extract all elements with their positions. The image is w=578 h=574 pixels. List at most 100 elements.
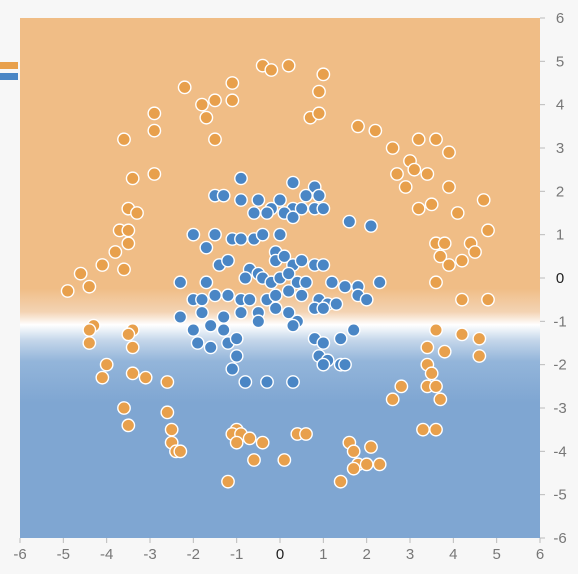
x-tick-label: 0 bbox=[276, 546, 284, 563]
orange-point bbox=[195, 97, 209, 112]
orange-point bbox=[177, 80, 192, 95]
orange-point bbox=[433, 249, 448, 264]
orange-point bbox=[164, 422, 179, 437]
orange-point bbox=[429, 323, 443, 337]
orange-point bbox=[424, 197, 439, 212]
x-tick-label: -4 bbox=[100, 546, 113, 563]
legend-orange-swatch bbox=[0, 62, 14, 69]
orange-point bbox=[60, 284, 75, 298]
blue-point bbox=[286, 175, 300, 190]
blue-point bbox=[173, 275, 188, 290]
y-tick-label: 4 bbox=[556, 97, 564, 114]
x-tick-label: 2 bbox=[362, 546, 370, 563]
orange-point bbox=[147, 106, 162, 121]
orange-point bbox=[416, 422, 430, 437]
orange-point bbox=[359, 457, 374, 472]
legend-orange-swatch-tick bbox=[14, 62, 18, 69]
blue-point bbox=[273, 193, 287, 207]
orange-point bbox=[398, 180, 413, 194]
y-tick-label: -2 bbox=[553, 357, 566, 374]
orange-point bbox=[472, 349, 487, 363]
blue-point bbox=[346, 323, 361, 337]
blue-point bbox=[316, 336, 331, 350]
x-tick-label: -2 bbox=[187, 546, 200, 563]
orange-point bbox=[424, 366, 439, 381]
orange-point bbox=[281, 58, 296, 73]
blue-point bbox=[260, 375, 274, 389]
orange-point bbox=[385, 392, 400, 407]
blue-point bbox=[234, 193, 248, 207]
blue-point bbox=[221, 288, 235, 303]
orange-point bbox=[351, 119, 365, 134]
legend-blue-swatch bbox=[0, 73, 14, 80]
orange-point bbox=[442, 145, 456, 160]
orange-point bbox=[476, 193, 491, 207]
blue-point bbox=[234, 232, 248, 246]
orange-point bbox=[73, 266, 88, 281]
y-tick-label: -4 bbox=[553, 443, 566, 460]
y-axis: 6 5 4 3 2 1 0 -1 -2 -3 -4 -5 -6 bbox=[540, 10, 567, 547]
orange-point bbox=[117, 132, 131, 147]
blue-point bbox=[186, 227, 201, 242]
orange-point bbox=[82, 323, 97, 337]
blue-point bbox=[251, 314, 266, 329]
blue-point bbox=[195, 305, 209, 320]
y-tick-label: -1 bbox=[553, 313, 566, 330]
orange-point bbox=[199, 110, 214, 125]
orange-point bbox=[411, 132, 426, 147]
orange-point bbox=[420, 167, 435, 181]
y-tick-label: 0 bbox=[556, 270, 564, 287]
orange-point bbox=[108, 245, 123, 259]
orange-point bbox=[468, 245, 482, 259]
blue-point bbox=[316, 301, 331, 316]
blue-point bbox=[216, 323, 231, 337]
blue-point bbox=[325, 275, 339, 290]
blue-point bbox=[286, 210, 300, 225]
orange-point bbox=[225, 76, 240, 90]
y-tick-label: 3 bbox=[556, 140, 564, 157]
y-tick-label: 2 bbox=[556, 183, 564, 200]
x-tick-label: -6 bbox=[13, 546, 26, 563]
orange-point bbox=[420, 340, 435, 355]
orange-point bbox=[208, 132, 222, 147]
orange-point bbox=[147, 167, 162, 181]
orange-point bbox=[242, 431, 257, 446]
orange-point bbox=[95, 258, 110, 272]
y-tick-label: -3 bbox=[553, 400, 566, 417]
x-tick-label: 3 bbox=[406, 546, 414, 563]
orange-point bbox=[429, 422, 443, 437]
orange-point bbox=[82, 336, 97, 350]
blue-point bbox=[186, 323, 201, 337]
x-tick-label: 5 bbox=[492, 546, 500, 563]
orange-point bbox=[472, 331, 487, 346]
blue-point bbox=[364, 219, 378, 233]
orange-point bbox=[437, 236, 452, 251]
y-tick-label: 1 bbox=[556, 227, 564, 244]
blue-point bbox=[286, 375, 300, 389]
x-tick-label: -5 bbox=[57, 546, 70, 563]
orange-point bbox=[121, 327, 136, 342]
blue-point bbox=[281, 305, 296, 320]
orange-point bbox=[372, 457, 387, 472]
blue-point bbox=[203, 318, 218, 333]
orange-point bbox=[385, 141, 400, 155]
y-tick-label: 5 bbox=[556, 53, 564, 70]
orange-series bbox=[60, 58, 495, 489]
blue-point bbox=[199, 275, 214, 290]
blue-series bbox=[173, 171, 387, 389]
blue-point bbox=[216, 310, 231, 324]
orange-point bbox=[346, 461, 361, 476]
orange-point bbox=[442, 180, 456, 194]
blue-point bbox=[242, 292, 257, 307]
blue-point bbox=[234, 171, 248, 186]
orange-point bbox=[411, 201, 426, 216]
orange-point bbox=[125, 171, 140, 186]
blue-point bbox=[229, 349, 244, 363]
orange-point bbox=[433, 392, 448, 407]
orange-point bbox=[429, 275, 443, 290]
x-tick-label: -3 bbox=[143, 546, 156, 563]
orange-point bbox=[121, 418, 136, 433]
orange-point bbox=[138, 370, 153, 385]
orange-point bbox=[437, 344, 452, 359]
